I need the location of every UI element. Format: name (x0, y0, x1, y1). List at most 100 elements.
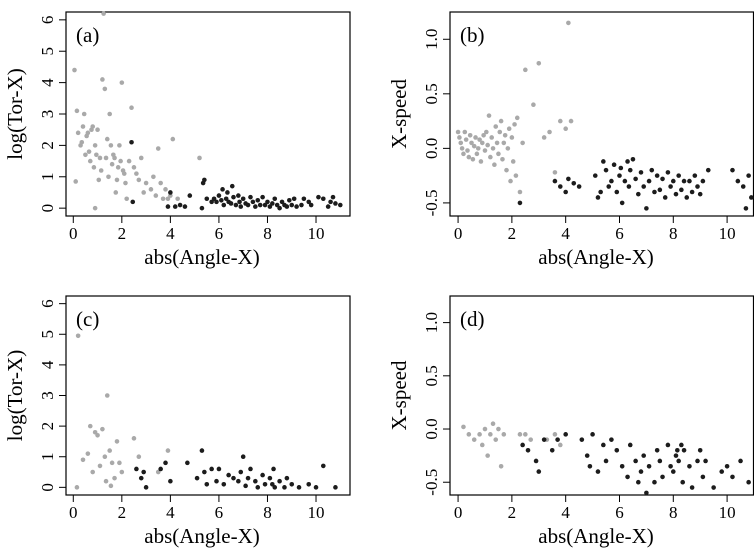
data-point-light (160, 196, 166, 202)
x-tick-label: 8 (669, 224, 678, 243)
data-point-dark (676, 173, 681, 178)
data-point-dark (681, 178, 687, 184)
y-tick-label: -0.5 (422, 189, 441, 216)
y-tick-label: 0.5 (422, 365, 441, 386)
data-point-light (124, 196, 129, 202)
data-point-dark (679, 187, 684, 193)
data-point-light (475, 146, 481, 151)
data-point-dark (622, 178, 628, 184)
panel-label: (d) (460, 307, 485, 331)
data-point-light (90, 469, 96, 475)
data-point-light (517, 432, 523, 437)
data-point-light (505, 146, 511, 151)
data-point-dark (614, 448, 620, 453)
data-point-light (458, 140, 464, 146)
data-point-light (123, 180, 128, 186)
data-point-dark (576, 184, 582, 189)
data-point-dark (670, 178, 676, 184)
x-tick-label: 10 (719, 224, 736, 243)
data-point-dark (255, 198, 261, 203)
data-point-dark (284, 475, 290, 481)
data-point-dark (260, 194, 265, 200)
data-point-light (469, 140, 474, 146)
data-point-light (566, 20, 571, 26)
data-point-dark (724, 463, 730, 469)
data-point-light (114, 439, 120, 444)
data-point-light (493, 437, 499, 442)
x-tick-label: 0 (69, 224, 78, 243)
data-point-light (126, 158, 132, 164)
data-point-dark (291, 196, 297, 202)
data-point-light (115, 165, 121, 170)
x-axis-label: abs(Angle-X) (144, 524, 259, 548)
data-point-light (102, 454, 108, 460)
data-point-dark (248, 194, 253, 200)
data-point-dark (238, 204, 244, 209)
data-point-dark (668, 463, 673, 469)
data-point-dark (673, 191, 679, 197)
data-point-dark (703, 458, 708, 464)
data-point-light (100, 77, 105, 82)
data-point-light (528, 437, 534, 442)
data-point-dark (552, 178, 558, 184)
data-point-light (121, 171, 127, 176)
data-point-dark (549, 448, 555, 453)
data-point-light (479, 140, 485, 146)
data-point-dark (625, 159, 630, 164)
data-point-light (541, 135, 547, 140)
data-point-dark (566, 176, 571, 182)
data-point-light (87, 423, 93, 429)
data-point-light (95, 127, 100, 132)
data-point-dark (630, 156, 636, 162)
data-point-dark (563, 189, 568, 195)
data-point-light (114, 177, 120, 183)
data-point-light (100, 426, 105, 432)
data-point-light (106, 174, 111, 180)
data-point-dark (287, 198, 292, 203)
data-point-light (552, 432, 558, 437)
data-point-dark (644, 490, 649, 496)
data-point-dark (138, 475, 144, 481)
data-point-dark (199, 205, 205, 211)
data-point-dark (652, 189, 657, 195)
data-point-light (490, 421, 496, 427)
data-point-dark (165, 204, 171, 209)
data-point-dark (611, 162, 617, 168)
data-point-dark (641, 184, 646, 189)
data-point-light (97, 155, 103, 161)
data-point-dark (627, 442, 633, 448)
y-tick-label: 5 (38, 47, 57, 56)
data-point-dark (665, 170, 671, 175)
data-point-dark (541, 437, 547, 442)
data-point-dark (601, 159, 606, 164)
data-point-dark (134, 466, 139, 472)
data-point-dark (231, 475, 236, 481)
plot-frame (449, 295, 754, 496)
data-point-dark (185, 460, 190, 466)
y-tick-label: -0.5 (422, 469, 441, 496)
data-point-dark (649, 167, 655, 173)
data-point-light (496, 426, 501, 432)
x-tick-label: 6 (215, 224, 224, 243)
y-tick-label: 6 (38, 16, 57, 25)
data-point-dark (735, 178, 741, 184)
data-point-light (94, 152, 99, 158)
y-tick-label: 6 (38, 299, 57, 308)
data-point-dark (619, 200, 625, 206)
data-point-light (520, 140, 525, 146)
data-point-light (113, 190, 119, 195)
data-point-dark (221, 481, 227, 487)
data-point-dark (657, 187, 663, 193)
data-point-light (497, 129, 503, 135)
data-point-light (563, 126, 568, 132)
data-point-light (490, 146, 496, 151)
data-point-light (509, 135, 515, 140)
data-point-light (90, 124, 96, 129)
data-point-light (485, 453, 490, 458)
x-tick-label: 4 (561, 224, 570, 243)
x-tick-label: 10 (308, 224, 325, 243)
data-point-light (96, 177, 102, 183)
data-point-light (502, 132, 508, 138)
data-point-light (568, 118, 574, 124)
